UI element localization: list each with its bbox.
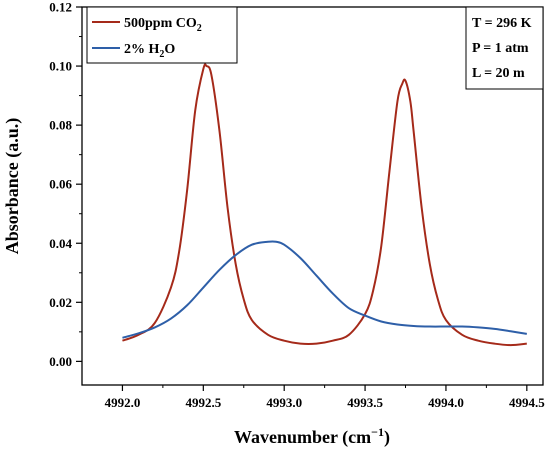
legend-label-h2o: 2% H2O bbox=[124, 42, 175, 60]
legend-label-co2: 500ppm CO2 bbox=[124, 16, 202, 34]
y-tick-label: 0.02 bbox=[49, 295, 72, 310]
series-line-1 bbox=[122, 240, 527, 339]
condition-temperature: T = 296 K bbox=[472, 16, 532, 31]
x-tick-label: 4992.5 bbox=[185, 395, 221, 410]
condition-pressure: P = 1 atm bbox=[472, 41, 529, 56]
y-tick-label: 0.10 bbox=[49, 59, 72, 74]
x-axis-label: Wavenumber (cm−1) bbox=[234, 425, 390, 448]
y-tick-label: 0.00 bbox=[49, 354, 72, 369]
x-tick-label: 4993.5 bbox=[347, 395, 383, 410]
x-tick-label: 4992.0 bbox=[105, 395, 141, 410]
conditions-box: T = 296 K P = 1 atm L = 20 m bbox=[465, 6, 544, 90]
x-tick-label: 4994.5 bbox=[509, 395, 545, 410]
y-tick-label: 0.04 bbox=[49, 236, 72, 251]
plot-frame bbox=[81, 6, 544, 386]
y-axis-label: Absorbance (a.u.) bbox=[2, 118, 23, 255]
conditions-frame bbox=[465, 6, 544, 90]
y-tick-label: 0.06 bbox=[49, 177, 72, 192]
legend-box bbox=[86, 6, 238, 64]
condition-pathlength: L = 20 m bbox=[472, 66, 525, 81]
y-tick-label: 0.12 bbox=[49, 0, 72, 15]
x-tick-label: 4994.0 bbox=[428, 395, 464, 410]
y-tick-label: 0.08 bbox=[49, 118, 72, 133]
series-line-0 bbox=[122, 63, 527, 347]
legend: 500ppm CO2 2% H2O bbox=[86, 6, 238, 64]
x-tick-label: 4993.0 bbox=[266, 395, 302, 410]
